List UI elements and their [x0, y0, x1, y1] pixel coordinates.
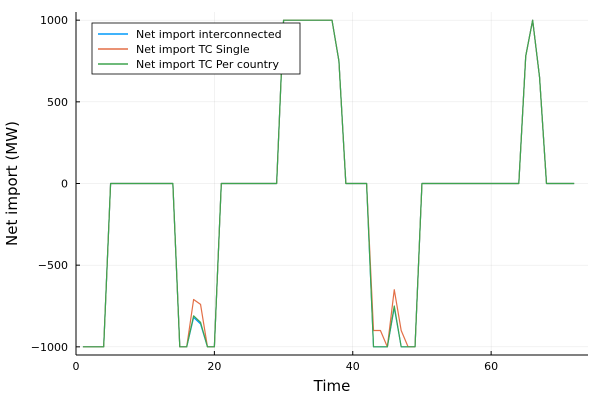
y-tick-label: 500 — [47, 96, 68, 109]
series-lines — [82, 19, 575, 348]
y-tick-label: −1000 — [31, 341, 68, 354]
y-axis-title: Net import (MW) — [3, 121, 21, 246]
ticks: 0 20 40 60 −1000 −500 0 500 1000 — [31, 14, 498, 373]
legend: Net import interconnected Net import TC S… — [91, 22, 301, 75]
legend-label: Net import TC Per country — [136, 58, 279, 71]
y-tick-label: 1000 — [40, 14, 68, 27]
series-line-3 — [82, 19, 575, 348]
x-tick-label: 0 — [73, 360, 80, 373]
x-axis-title: Time — [313, 377, 351, 395]
y-tick-label: −500 — [38, 259, 68, 272]
x-tick-label: 60 — [484, 360, 498, 373]
legend-label: Net import interconnected — [136, 28, 282, 41]
x-tick-label: 20 — [207, 360, 221, 373]
x-tick-label: 40 — [346, 360, 360, 373]
y-tick-label: 0 — [61, 178, 68, 191]
legend-label: Net import TC Single — [136, 43, 250, 56]
